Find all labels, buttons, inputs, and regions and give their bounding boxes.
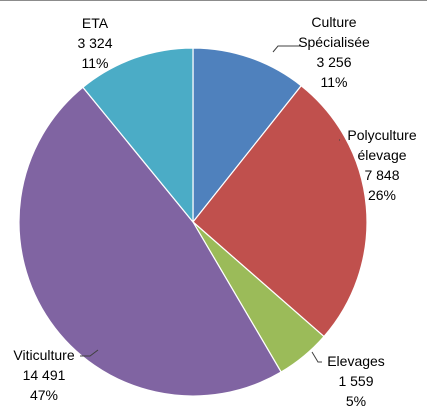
data-labels: Culture Spécialisée 3 256 11% Polyculture éle… <box>13 14 416 409</box>
label-percent: 11% <box>82 55 109 71</box>
label-percent: 11% <box>321 74 348 90</box>
label-percent: 26% <box>368 187 396 203</box>
label-name: élevage <box>357 147 406 163</box>
label-value: 3 256 <box>316 54 351 70</box>
label-percent: 47% <box>30 387 58 403</box>
label-name: Viticulture <box>13 347 74 363</box>
label-value: 1 559 <box>338 373 373 389</box>
label-name: Culture <box>311 14 356 30</box>
data-label-culture-sp-cialis-e: Culture Spécialisée 3 256 11% <box>298 14 370 90</box>
leader-lines <box>80 45 340 363</box>
leader-line <box>272 45 300 53</box>
data-label-viticulture: Viticulture 14 491 47% <box>13 347 74 403</box>
leader-line <box>80 349 99 357</box>
chart-top-border <box>0 0 427 1</box>
data-label-eta: ETA 3 324 11% <box>77 15 112 71</box>
label-percent: 5% <box>346 393 366 409</box>
pie-slice-culture-sp-cialis-e <box>192 47 303 224</box>
label-value: 3 324 <box>77 35 112 51</box>
label-name: ETA <box>82 15 109 31</box>
label-name: Elevages <box>327 353 385 369</box>
data-label-polyculture-levage: Polyculture élevage 7 848 26% <box>347 127 416 203</box>
pie-slice-viticulture <box>18 86 282 397</box>
pie-slices <box>18 47 368 397</box>
pie-slice-polyculture-levage <box>192 84 368 338</box>
pie-slice-eta <box>82 47 194 224</box>
label-name: Spécialisée <box>298 34 370 50</box>
data-label-elevages: Elevages 1 559 5% <box>327 353 385 409</box>
label-value: 7 848 <box>364 167 399 183</box>
leader-line <box>311 351 322 363</box>
label-name: Polyculture <box>347 127 416 143</box>
label-value: 14 491 <box>23 367 66 383</box>
